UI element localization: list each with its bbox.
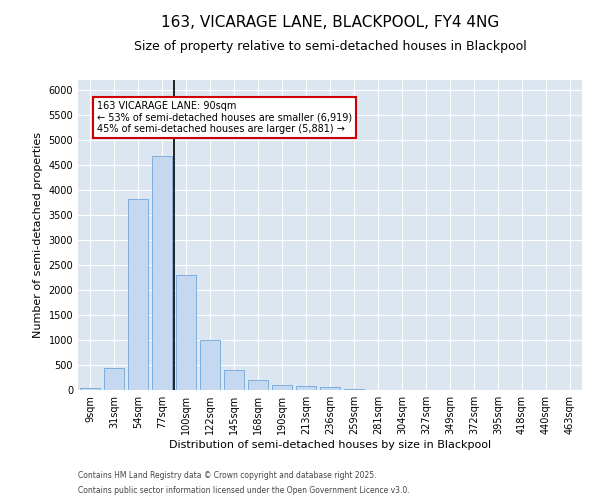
Text: 163 VICARAGE LANE: 90sqm
← 53% of semi-detached houses are smaller (6,919)
45% o: 163 VICARAGE LANE: 90sqm ← 53% of semi-d… bbox=[97, 101, 352, 134]
X-axis label: Distribution of semi-detached houses by size in Blackpool: Distribution of semi-detached houses by … bbox=[169, 440, 491, 450]
Bar bbox=[80, 388, 100, 390]
Text: Size of property relative to semi-detached houses in Blackpool: Size of property relative to semi-detach… bbox=[134, 40, 526, 53]
Y-axis label: Number of semi-detached properties: Number of semi-detached properties bbox=[33, 132, 43, 338]
Bar bbox=[200, 340, 220, 390]
Bar bbox=[104, 368, 124, 390]
Bar bbox=[128, 199, 148, 390]
Text: Contains public sector information licensed under the Open Government Licence v3: Contains public sector information licen… bbox=[78, 486, 410, 495]
Bar bbox=[320, 387, 340, 390]
Bar bbox=[224, 370, 244, 390]
Bar bbox=[176, 275, 196, 390]
Bar bbox=[344, 388, 364, 390]
Bar bbox=[272, 385, 292, 390]
Bar bbox=[152, 156, 172, 390]
Text: Contains HM Land Registry data © Crown copyright and database right 2025.: Contains HM Land Registry data © Crown c… bbox=[78, 471, 377, 480]
Bar bbox=[296, 386, 316, 390]
Text: 163, VICARAGE LANE, BLACKPOOL, FY4 4NG: 163, VICARAGE LANE, BLACKPOOL, FY4 4NG bbox=[161, 15, 499, 30]
Bar bbox=[248, 380, 268, 390]
